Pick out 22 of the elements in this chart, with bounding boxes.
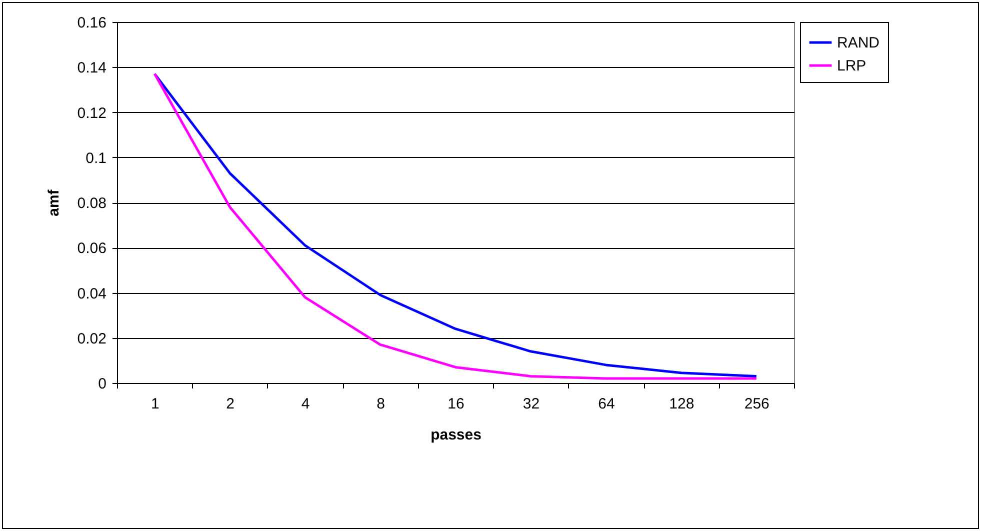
y-tick-label: 0.02 [77, 330, 106, 348]
legend-label: RAND [837, 34, 880, 52]
x-tick-label: 4 [301, 396, 310, 412]
y-axis-title: amf [45, 188, 62, 216]
y-tick-label: 0.12 [77, 104, 106, 122]
y-tick-label: 0.14 [77, 60, 106, 77]
x-tick-label: 64 [598, 396, 615, 412]
x-tick-label: 1 [150, 396, 160, 412]
x-axis-title: passes [430, 426, 482, 444]
legend-label: LRP [837, 58, 866, 74]
y-tick-label: 0.16 [77, 14, 106, 32]
x-tick-label: 32 [522, 396, 540, 412]
x-tick-label: 2 [226, 396, 235, 412]
x-tick-label: 16 [448, 396, 464, 412]
x-tick-label: 128 [669, 396, 694, 412]
y-tick-label: 0.08 [77, 195, 106, 212]
x-tick-label: 256 [744, 396, 770, 412]
x-tick-label: 8 [376, 396, 385, 412]
y-tick-label: 0.04 [77, 285, 106, 302]
y-tick-label: 0.1 [86, 150, 106, 167]
y-tick-label: 0.06 [77, 240, 106, 258]
y-tick-label: 0 [98, 376, 106, 392]
